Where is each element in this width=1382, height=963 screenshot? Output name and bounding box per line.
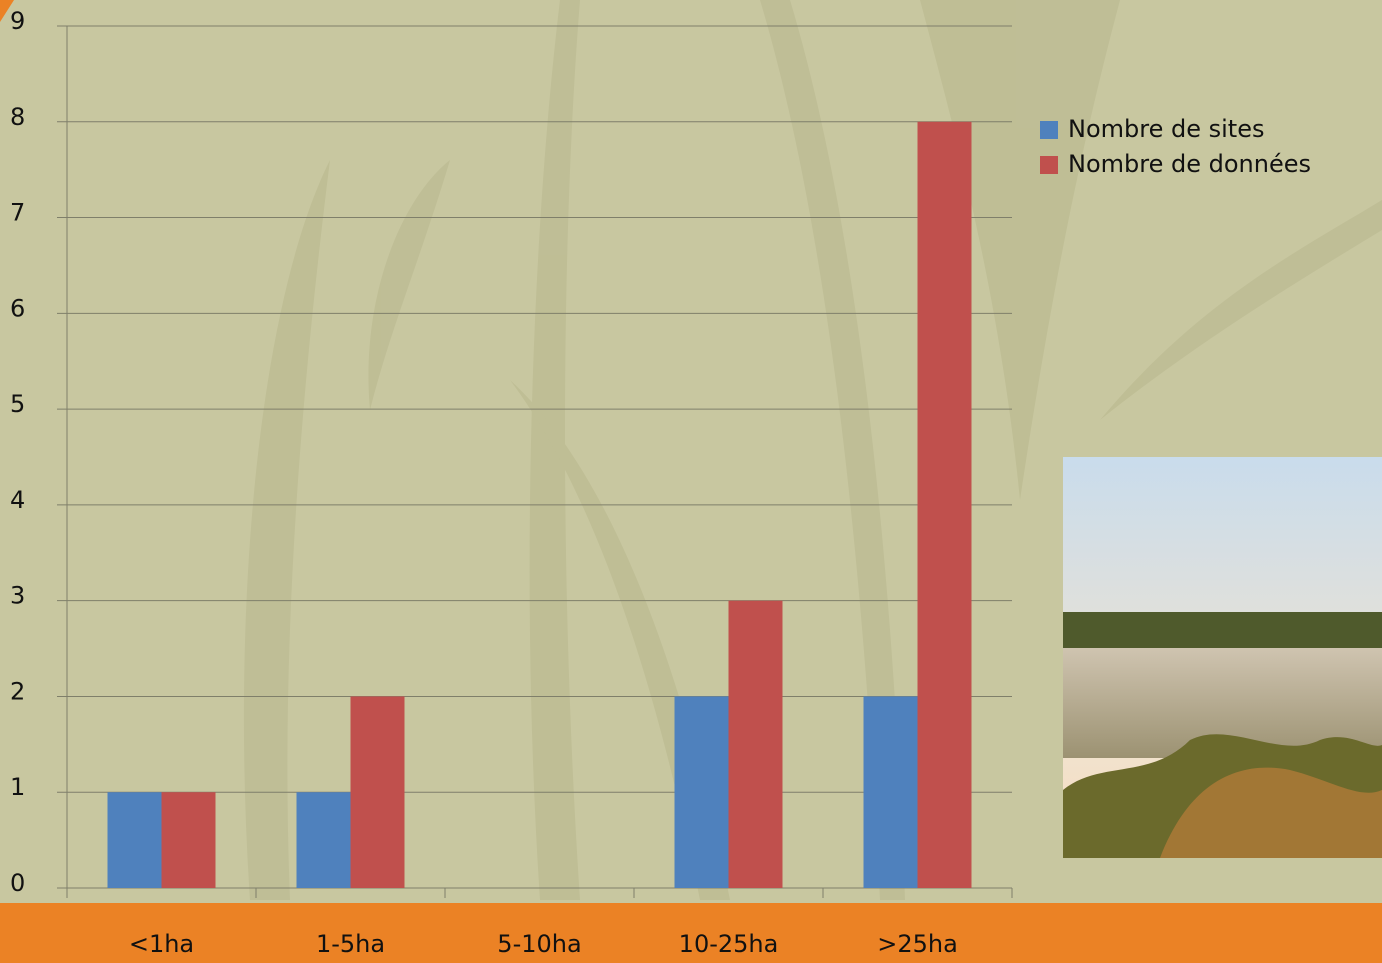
- y-tick-label: 2: [10, 677, 25, 705]
- legend-label: Nombre de données: [1068, 150, 1311, 178]
- y-tick-label: 4: [10, 486, 25, 514]
- y-tick-label: 0: [10, 869, 25, 897]
- footer-band: [0, 903, 1382, 963]
- y-tick-label: 5: [10, 390, 25, 418]
- x-tick-label: >25ha: [877, 930, 958, 958]
- photo: [1063, 457, 1382, 858]
- x-tick-label: 5-10ha: [497, 930, 581, 958]
- y-tick-label: 6: [10, 294, 25, 322]
- bar: [728, 600, 783, 888]
- bar: [350, 696, 405, 888]
- y-tick-label: 9: [10, 7, 25, 35]
- x-tick-label: 1-5ha: [316, 930, 385, 958]
- legend-swatch: [1040, 121, 1058, 139]
- bar: [863, 696, 918, 888]
- bar: [161, 792, 216, 888]
- x-tick-label: 10-25ha: [679, 930, 779, 958]
- y-tick-label: 3: [10, 582, 25, 610]
- bar: [296, 792, 351, 888]
- y-tick-label: 7: [10, 199, 25, 227]
- x-tick-label: <1ha: [129, 930, 194, 958]
- y-tick-label: 8: [10, 103, 25, 131]
- y-tick-label: 1: [10, 773, 25, 801]
- corner: [0, 0, 14, 22]
- legend-label: Nombre de sites: [1068, 115, 1264, 143]
- bar: [674, 696, 729, 888]
- bar: [917, 121, 972, 889]
- legend-swatch: [1040, 156, 1058, 174]
- bar: [107, 792, 162, 888]
